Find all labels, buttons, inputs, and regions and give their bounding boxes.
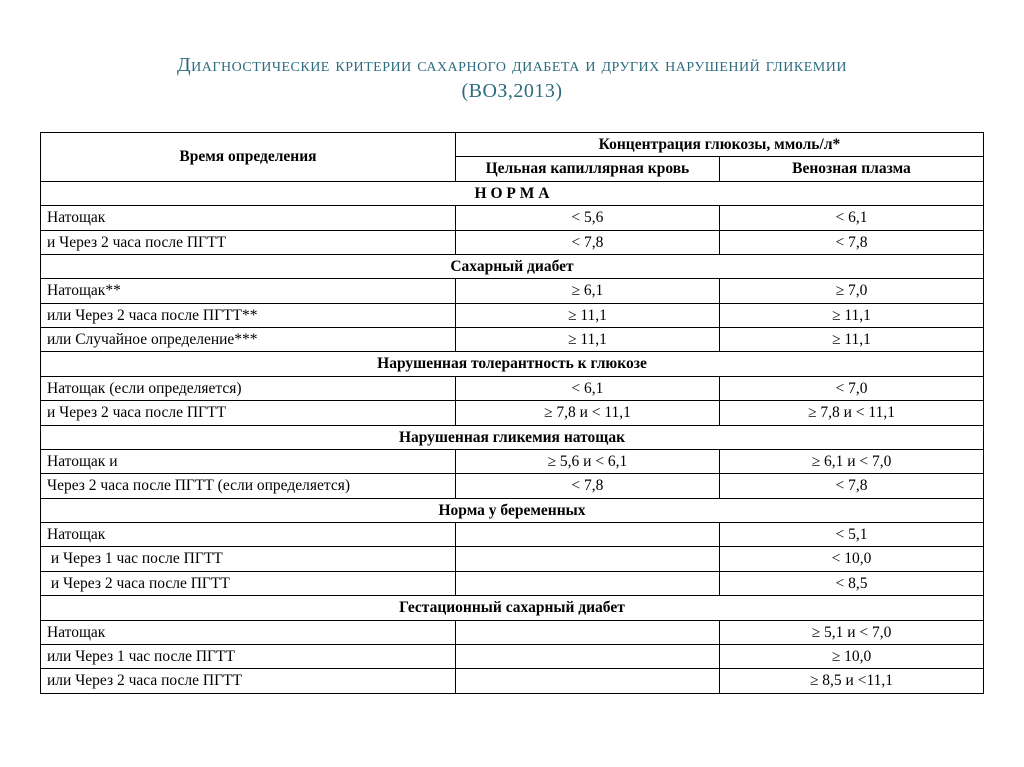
cell-c1: [455, 571, 719, 595]
hdr-conc: Концентрация глюкозы, ммоль/л*: [455, 133, 983, 157]
cell-c2: < 10,0: [719, 547, 983, 571]
cell-c1: ≥ 7,8 и < 11,1: [455, 401, 719, 425]
title-line1: Диагностические критерии сахарного диабе…: [177, 54, 847, 76]
diagnostic-table: Время определения Концентрация глюкозы, …: [40, 132, 984, 694]
cell-c2: ≥ 11,1: [719, 303, 983, 327]
cell-c1: [455, 547, 719, 571]
row-igt1: Натощак (если определяется) < 6,1 < 7,0: [41, 376, 984, 400]
cell-c2: ≥ 10,0: [719, 644, 983, 668]
section-diabet-label: Сахарный диабет: [41, 254, 984, 278]
row-igt2: и Через 2 часа после ПГТТ ≥ 7,8 и < 11,1…: [41, 401, 984, 425]
cell-time: или Через 2 часа после ПГТТ**: [41, 303, 456, 327]
hdr-col2: Венозная плазма: [719, 157, 983, 181]
section-diabet: Сахарный диабет: [41, 254, 984, 278]
cell-c2: < 5,1: [719, 523, 983, 547]
cell-time: или Через 2 часа после ПГТТ: [41, 669, 456, 693]
cell-time: Натощак (если определяется): [41, 376, 456, 400]
cell-time: Натощак**: [41, 279, 456, 303]
cell-c1: ≥ 5,6 и < 6,1: [455, 449, 719, 473]
cell-c1: [455, 644, 719, 668]
hdr-col1: Цельная капиллярная кровь: [455, 157, 719, 181]
row-gest2: или Через 1 час после ПГТТ ≥ 10,0: [41, 644, 984, 668]
cell-c2: < 7,8: [719, 230, 983, 254]
cell-time: и Через 2 часа после ПГТТ: [41, 401, 456, 425]
row-ifg2: Через 2 часа после ПГТТ (если определяет…: [41, 474, 984, 498]
section-gest: Гестационный сахарный диабет: [41, 596, 984, 620]
cell-time: и Через 2 часа после ПГТТ: [41, 571, 456, 595]
row-diab3: или Случайное определение*** ≥ 11,1 ≥ 11…: [41, 328, 984, 352]
slide-title: Диагностические критерии сахарного диабе…: [40, 52, 984, 104]
row-gest1: Натощак ≥ 5,1 и < 7,0: [41, 620, 984, 644]
row-preg1: Натощак < 5,1: [41, 523, 984, 547]
cell-c1: < 7,8: [455, 230, 719, 254]
section-igt-label: Нарушенная толерантность к глюкозе: [41, 352, 984, 376]
cell-c2: ≥ 5,1 и < 7,0: [719, 620, 983, 644]
cell-c1: ≥ 6,1: [455, 279, 719, 303]
section-norma: Н О Р М А: [41, 181, 984, 205]
row-norma1: Натощак < 5,6 < 6,1: [41, 206, 984, 230]
section-gest-label: Гестационный сахарный диабет: [41, 596, 984, 620]
row-ifg1: Натощак и ≥ 5,6 и < 6,1 ≥ 6,1 и < 7,0: [41, 449, 984, 473]
cell-c2: < 7,8: [719, 474, 983, 498]
cell-c1: [455, 620, 719, 644]
cell-time: Натощак: [41, 523, 456, 547]
section-ifg-label: Нарушенная гликемия натощак: [41, 425, 984, 449]
slide: Диагностические критерии сахарного диабе…: [0, 0, 1024, 767]
cell-time: и Через 2 часа после ПГТТ: [41, 230, 456, 254]
section-preg: Норма у беременных: [41, 498, 984, 522]
row-gest3: или Через 2 часа после ПГТТ ≥ 8,5 и <11,…: [41, 669, 984, 693]
section-norma-label: Н О Р М А: [41, 181, 984, 205]
cell-c1: < 5,6: [455, 206, 719, 230]
row-preg2: и Через 1 час после ПГТТ < 10,0: [41, 547, 984, 571]
cell-c1: ≥ 11,1: [455, 303, 719, 327]
cell-time: и Через 1 час после ПГТТ: [41, 547, 456, 571]
cell-time: или Случайное определение***: [41, 328, 456, 352]
cell-time: Натощак: [41, 206, 456, 230]
cell-c2: ≥ 11,1: [719, 328, 983, 352]
cell-c1: < 7,8: [455, 474, 719, 498]
cell-c2: < 6,1: [719, 206, 983, 230]
cell-time: Натощак: [41, 620, 456, 644]
cell-c1: ≥ 11,1: [455, 328, 719, 352]
cell-c2: ≥ 7,0: [719, 279, 983, 303]
hdr-time: Время определения: [41, 133, 456, 182]
cell-c1: [455, 523, 719, 547]
cell-time: или Через 1 час после ПГТТ: [41, 644, 456, 668]
row-preg3: и Через 2 часа после ПГТТ < 8,5: [41, 571, 984, 595]
title-line2: (ВОЗ,2013): [461, 80, 562, 102]
cell-c1: < 6,1: [455, 376, 719, 400]
section-igt: Нарушенная толерантность к глюкозе: [41, 352, 984, 376]
row-diab2: или Через 2 часа после ПГТТ** ≥ 11,1 ≥ 1…: [41, 303, 984, 327]
cell-c2: ≥ 8,5 и <11,1: [719, 669, 983, 693]
row-diab1: Натощак** ≥ 6,1 ≥ 7,0: [41, 279, 984, 303]
cell-time: Натощак и: [41, 449, 456, 473]
section-ifg: Нарушенная гликемия натощак: [41, 425, 984, 449]
cell-c2: ≥ 7,8 и < 11,1: [719, 401, 983, 425]
cell-c2: ≥ 6,1 и < 7,0: [719, 449, 983, 473]
header-row-1: Время определения Концентрация глюкозы, …: [41, 133, 984, 157]
row-norma2: и Через 2 часа после ПГТТ < 7,8 < 7,8: [41, 230, 984, 254]
cell-c2: < 8,5: [719, 571, 983, 595]
cell-c1: [455, 669, 719, 693]
cell-time: Через 2 часа после ПГТТ (если определяет…: [41, 474, 456, 498]
section-preg-label: Норма у беременных: [41, 498, 984, 522]
cell-c2: < 7,0: [719, 376, 983, 400]
